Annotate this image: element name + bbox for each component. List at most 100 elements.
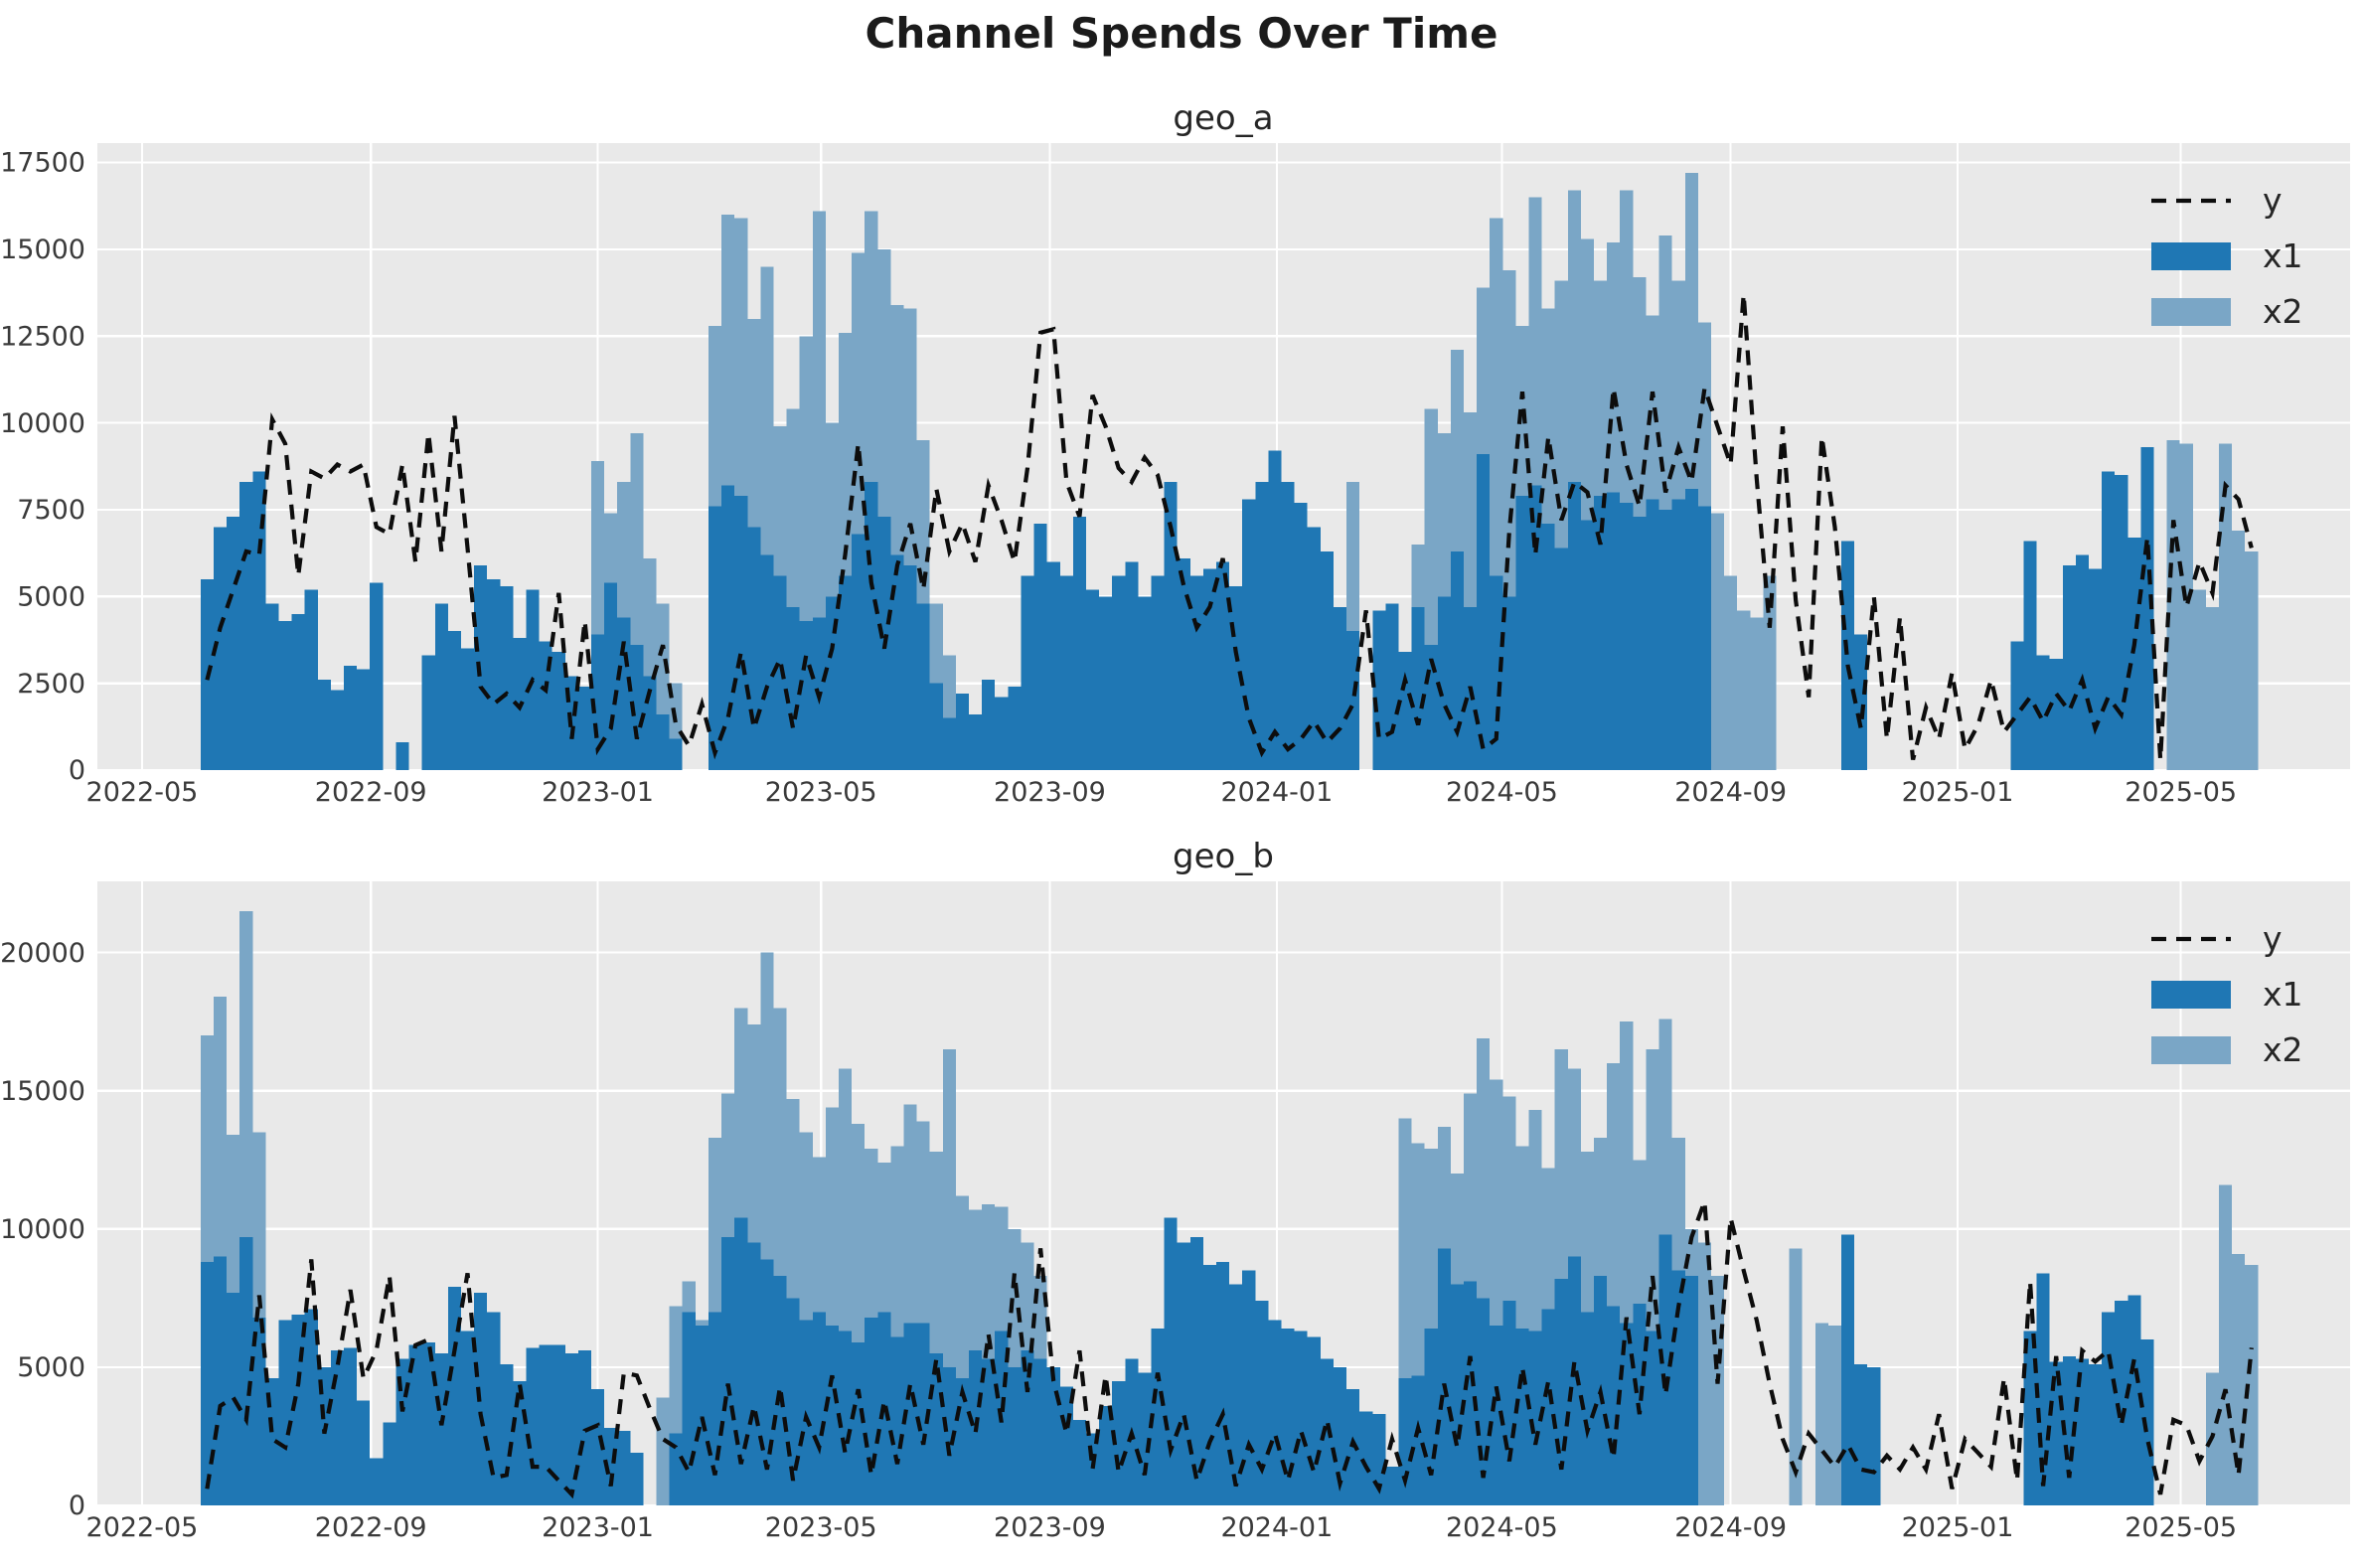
bar-x1 bbox=[1033, 1358, 1047, 1505]
bar-x1 bbox=[460, 648, 475, 770]
bar-x1 bbox=[278, 1320, 292, 1505]
bar-x1 bbox=[1554, 548, 1568, 770]
bar-x1 bbox=[1697, 506, 1711, 770]
legend-label-x1: x1 bbox=[2263, 236, 2303, 275]
bar-x1 bbox=[1528, 1331, 1542, 1505]
bar-x1 bbox=[1554, 1278, 1568, 1505]
y-tick-label: 15000 bbox=[0, 1076, 85, 1107]
bar-x1 bbox=[1841, 1234, 1855, 1505]
x-tick-label: 2022-09 bbox=[315, 777, 427, 808]
x-tick-label: 2023-09 bbox=[994, 1512, 1106, 1543]
bar-x1 bbox=[1099, 1405, 1113, 1505]
bar-x1 bbox=[1112, 575, 1126, 770]
x-tick-label: 2022-05 bbox=[86, 777, 199, 808]
legend: y x1 x2 bbox=[2151, 919, 2303, 1069]
bar-x1 bbox=[1046, 1366, 1060, 1505]
figure-title: Channel Spends Over Time bbox=[866, 9, 1498, 58]
bar-x1 bbox=[721, 1237, 735, 1505]
bar-x1 bbox=[421, 1341, 435, 1505]
bar-x2 bbox=[1814, 1323, 1828, 1505]
bar-x1 bbox=[1242, 1270, 1256, 1505]
bar-x1 bbox=[1151, 575, 1165, 770]
bar-x1 bbox=[1046, 561, 1060, 770]
bar-x1 bbox=[526, 1347, 540, 1505]
x-tick-label: 2023-09 bbox=[994, 777, 1106, 808]
bar-x1 bbox=[1072, 516, 1086, 770]
legend-label-y: y bbox=[2263, 181, 2283, 220]
bar-x1 bbox=[460, 1331, 475, 1505]
bar-x1 bbox=[812, 1312, 826, 1505]
bar-x1 bbox=[330, 690, 345, 770]
bar-x1 bbox=[669, 738, 683, 770]
bar-x1 bbox=[695, 1326, 709, 1505]
bar-x1 bbox=[865, 1317, 878, 1505]
bar-x1 bbox=[2088, 568, 2103, 770]
bar-x1 bbox=[2062, 1355, 2076, 1505]
bar-x1 bbox=[447, 631, 461, 770]
bar-x2 bbox=[1710, 513, 1725, 770]
bar-x1 bbox=[1202, 1264, 1217, 1505]
y-tick-label: 0 bbox=[69, 755, 85, 786]
legend-item-y: y bbox=[2151, 181, 2283, 220]
legend-item-y: y bbox=[2151, 919, 2283, 958]
x-tick-label: 2025-01 bbox=[1902, 777, 2014, 808]
bar-x1 bbox=[408, 1344, 422, 1505]
x-tick-label: 2022-09 bbox=[315, 1512, 427, 1543]
bar-x1 bbox=[1294, 1331, 1308, 1505]
legend-label-x2: x2 bbox=[2263, 292, 2303, 331]
bar-x1 bbox=[487, 1312, 501, 1505]
bar-x1 bbox=[1281, 1328, 1295, 1505]
bar-x1 bbox=[1359, 1411, 1373, 1505]
bar-x1 bbox=[577, 1350, 592, 1505]
legend-item-x1: x1 bbox=[2151, 975, 2303, 1014]
bar-x1 bbox=[370, 1458, 384, 1505]
x-tick-label: 2024-09 bbox=[1674, 777, 1787, 808]
bar-x1 bbox=[434, 1352, 448, 1505]
bar-x2 bbox=[2245, 550, 2259, 770]
bar-x1 bbox=[799, 620, 813, 770]
y-tick-label: 5000 bbox=[17, 1352, 85, 1383]
bar-x1 bbox=[929, 683, 943, 770]
bar-x1 bbox=[1151, 1328, 1165, 1505]
bar-x2 bbox=[2219, 443, 2233, 770]
bar-x1 bbox=[591, 1389, 605, 1505]
bar-x1 bbox=[1333, 606, 1347, 770]
bar-x1 bbox=[1867, 1366, 1881, 1505]
bar-x1 bbox=[1307, 1336, 1321, 1505]
y-tick-labels: 0 2500 5000 7500 10000 12500 15000 17500 bbox=[0, 148, 85, 786]
bar-x1 bbox=[1841, 541, 1855, 770]
bar-x1 bbox=[214, 527, 228, 770]
bar-x1 bbox=[214, 1256, 228, 1505]
legend: y x1 x2 bbox=[2151, 181, 2303, 331]
bar-x1 bbox=[344, 666, 358, 770]
bar-x1 bbox=[969, 714, 983, 770]
bar-x1 bbox=[1528, 485, 1542, 770]
bar-x1 bbox=[682, 1312, 696, 1505]
bar-x1 bbox=[1307, 527, 1321, 770]
bar-x1 bbox=[747, 527, 761, 770]
legend-patch-x1 bbox=[2151, 981, 2231, 1009]
bar-x2 bbox=[656, 1397, 670, 1505]
bar-x1 bbox=[1477, 454, 1491, 770]
bar-x1 bbox=[1646, 499, 1659, 770]
bar-x1 bbox=[2115, 1301, 2128, 1505]
bar-x1 bbox=[747, 1242, 761, 1505]
bar-x1 bbox=[1567, 482, 1581, 770]
y-tick-label: 10000 bbox=[0, 408, 85, 439]
bar-x1 bbox=[982, 680, 996, 770]
bar-x2 bbox=[1724, 575, 1738, 770]
bar-x1 bbox=[395, 742, 409, 770]
bar-x1 bbox=[1255, 482, 1269, 770]
bar-x2 bbox=[1697, 1242, 1711, 1505]
bar-x1 bbox=[1463, 1281, 1478, 1505]
bar-x1 bbox=[1320, 1358, 1334, 1505]
bar-x2 bbox=[2192, 589, 2206, 770]
bar-x1 bbox=[786, 606, 800, 770]
x-tick-labels: 2022-05 2022-09 2023-01 2023-05 2023-09 2024-… bbox=[86, 777, 2238, 808]
bar-x1 bbox=[1085, 589, 1100, 770]
legend-patch-x1 bbox=[2151, 242, 2231, 270]
bar-x1 bbox=[539, 1344, 552, 1505]
bar-x1 bbox=[357, 669, 371, 770]
bar-x1 bbox=[1594, 495, 1608, 770]
